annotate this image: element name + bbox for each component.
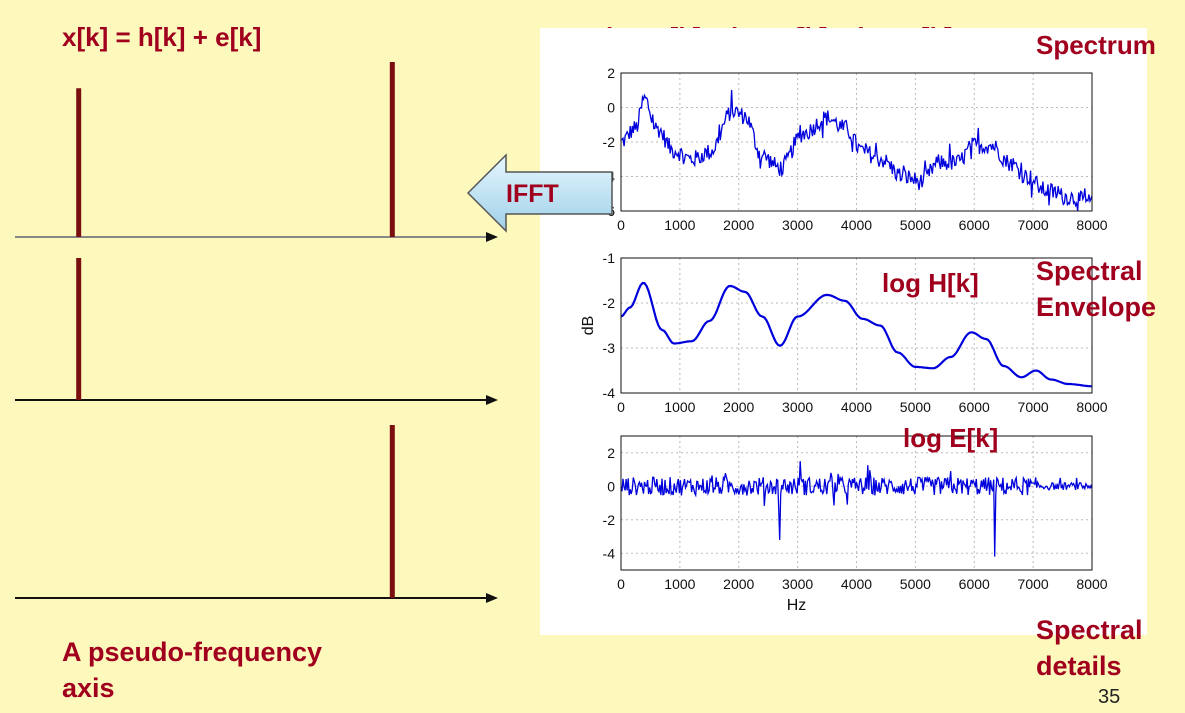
x-tick-label: 2000 — [723, 399, 754, 415]
x-tick-label: 7000 — [1018, 576, 1049, 592]
axis-arrowhead — [486, 232, 498, 242]
x-tick-label: 7000 — [1018, 217, 1049, 233]
x-tick-label: 1000 — [664, 217, 695, 233]
x-axis-label: Hz — [787, 597, 807, 614]
stem-plot-2 — [15, 258, 498, 405]
log-e-label: log E[k] — [903, 423, 999, 453]
ifft-arrow — [466, 153, 613, 233]
y-tick-label: 0 — [607, 478, 615, 494]
stem-plot-1 — [15, 62, 498, 242]
y-tick-label: -2 — [603, 134, 616, 150]
x-tick-label: 3000 — [782, 399, 813, 415]
axis-arrowhead — [486, 593, 498, 603]
x-tick-label: 6000 — [959, 399, 990, 415]
stem-plot-3 — [15, 425, 498, 603]
x-tick-label: 5000 — [900, 217, 931, 233]
x-tick-label: 0 — [617, 399, 625, 415]
y-tick-label: -2 — [603, 295, 616, 311]
ifft-label: IFFT — [506, 180, 559, 208]
series-line — [620, 461, 1093, 557]
x-tick-label: 5000 — [900, 576, 931, 592]
x-tick-label: 4000 — [841, 576, 872, 592]
plot-frame — [620, 257, 1093, 394]
y-tick-label: 2 — [607, 445, 615, 461]
x-tick-label: 1000 — [664, 399, 695, 415]
stem-plots — [15, 62, 498, 603]
y-axis-label: dB — [580, 316, 597, 336]
x-tick-label: 1000 — [664, 576, 695, 592]
x-tick-label: 8000 — [1076, 399, 1107, 415]
log-h-label: log H[k] — [882, 268, 979, 298]
chart-1: 01000200030004000500060007000800020-2-4-… — [603, 65, 1108, 233]
y-tick-label: -4 — [603, 385, 616, 401]
spectrum-charts: 01000200030004000500060007000800020-2-4-… — [580, 65, 1108, 614]
series-line — [620, 89, 1093, 212]
x-tick-label: 8000 — [1076, 217, 1107, 233]
y-tick-label: -2 — [603, 512, 616, 528]
x-tick-label: 0 — [617, 217, 625, 233]
x-tick-label: 3000 — [782, 576, 813, 592]
plot-frame — [620, 72, 1093, 212]
spectral-details-label: Spectral details — [1036, 615, 1143, 681]
plot-frame — [620, 435, 1093, 571]
x-tick-label: 4000 — [841, 217, 872, 233]
y-tick-label: 0 — [607, 100, 615, 116]
x-tick-label: 4000 — [841, 399, 872, 415]
series-line — [620, 281, 1093, 388]
x-tick-label: 3000 — [782, 217, 813, 233]
axis-arrowhead — [486, 395, 498, 405]
x-tick-label: 8000 — [1076, 576, 1107, 592]
x-tick-label: 0 — [617, 576, 625, 592]
y-tick-label: -1 — [603, 250, 616, 266]
page-number: 35 — [1098, 686, 1121, 708]
y-tick-label: -4 — [603, 545, 616, 561]
x-tick-label: 5000 — [900, 399, 931, 415]
x-tick-label: 7000 — [1018, 399, 1049, 415]
left-equation: x[k] = h[k] + e[k] — [62, 22, 262, 52]
chart-3: 0 1000 2000 3000 4000 5000 6000 7000 8000 2 0 -2 -4 H… — [603, 435, 1108, 614]
spectral-envelope-label: Spectral Envelope — [1036, 256, 1157, 322]
pseudo-frequency-axis-label: A pseudo-frequency axis — [62, 637, 323, 703]
chart-2: 0 1000 2000 3000 4000 5000 6000 7000 8000 -1 -2 -3 -… — [580, 250, 1108, 415]
x-tick-label: 6000 — [959, 576, 990, 592]
y-tick-label: 2 — [607, 65, 615, 81]
x-tick-label: 2000 — [723, 576, 754, 592]
y-tick-label: -3 — [603, 340, 616, 356]
x-tick-label: 2000 — [723, 217, 754, 233]
x-tick-label: 6000 — [959, 217, 990, 233]
spectrum-label: Spectrum — [1036, 30, 1156, 60]
